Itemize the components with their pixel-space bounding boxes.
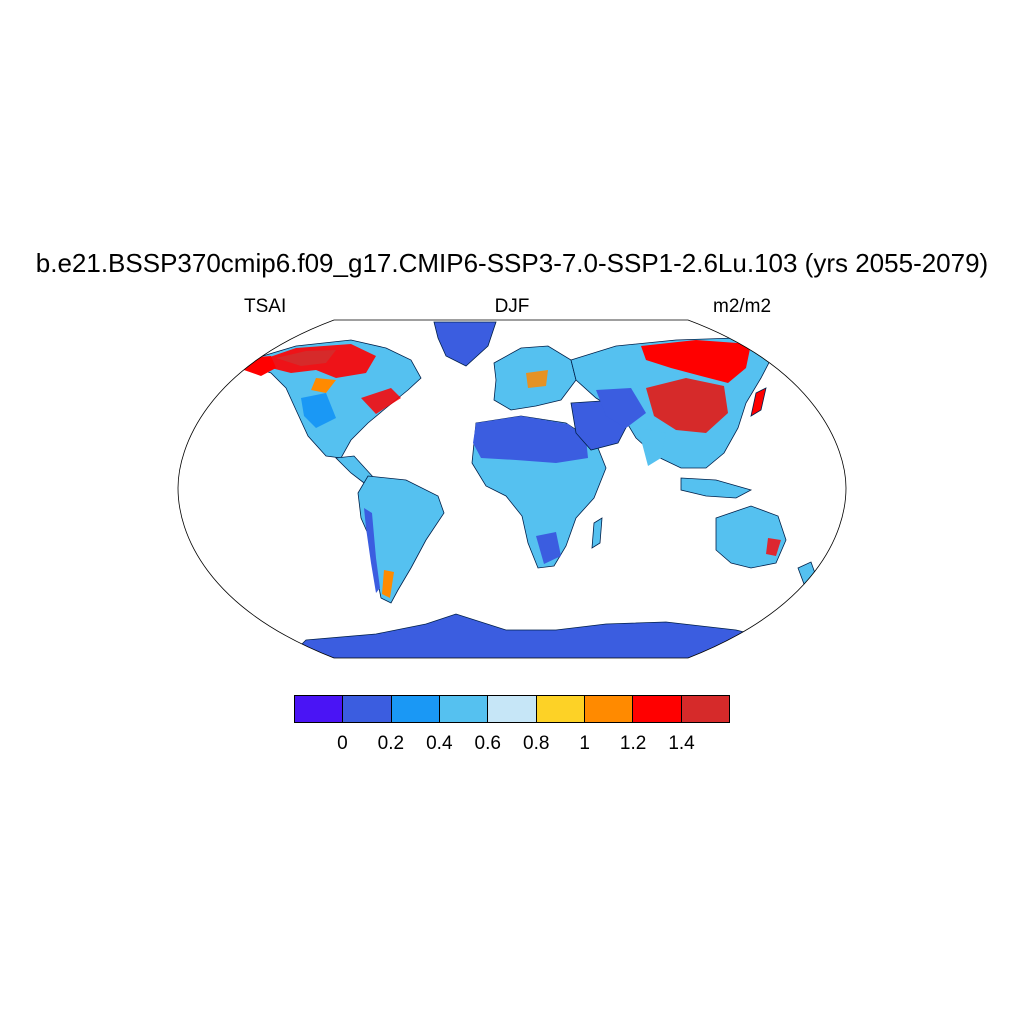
southeast-asia-islands — [680, 477, 753, 499]
colorbar-box — [343, 696, 392, 722]
japan-landmass — [750, 387, 767, 417]
colorbar-box — [681, 696, 729, 722]
australia-east-high — [766, 538, 781, 556]
colorbar-tick-label: 0 — [337, 733, 348, 754]
plot-title: b.e21.BSSP370cmip6.f09_g17.CMIP6-SSP3-7.… — [35, 248, 989, 278]
central-asia-mid — [596, 388, 646, 428]
colorbar-tick-label: 0.4 — [426, 733, 453, 754]
colorbar-tick-label: 1.2 — [619, 733, 647, 754]
siberia-high — [641, 340, 751, 383]
europe-orange-patches — [526, 370, 548, 388]
north-america-east-high — [361, 388, 401, 414]
colorbar-box — [391, 696, 440, 722]
colorbar-box — [536, 696, 585, 722]
south-asia-lightblue — [638, 428, 666, 466]
colorbar-tick-label: 0.6 — [474, 733, 501, 754]
andes-deep-blue — [364, 508, 380, 593]
world-map — [177, 319, 847, 659]
patagonia-high — [382, 570, 394, 598]
variable-label: TSAI — [244, 296, 287, 317]
southern-africa-mid — [536, 532, 561, 564]
colorbar-box — [584, 696, 634, 722]
north-america-orange-band — [311, 378, 336, 393]
colorbar-box — [488, 696, 537, 722]
antarctica-landmass — [285, 613, 797, 658]
east-asia-high — [646, 378, 728, 433]
colorbar-box — [633, 696, 682, 722]
colorbar-tick-label: 0.2 — [377, 733, 405, 754]
colorbar — [294, 695, 730, 723]
colorbar-tick-label: 1 — [579, 733, 590, 754]
sahara-low-band — [473, 416, 588, 463]
south-america-landmass — [357, 475, 445, 604]
north-america-boreal-core — [276, 350, 336, 366]
map-boundary — [177, 319, 847, 659]
colorbar-tick-label: 0.8 — [523, 733, 550, 754]
colorbar-tick-label: 1.4 — [668, 733, 695, 754]
madagascar-landmass — [591, 517, 603, 549]
australia-landmass — [715, 505, 787, 569]
units-label: m2/m2 — [713, 296, 772, 317]
season-label: DJF — [494, 296, 530, 317]
colorbar-box — [295, 696, 344, 722]
colorbar-box — [439, 696, 489, 722]
greenland-landmass — [433, 321, 497, 367]
north-america-west-mid — [301, 393, 336, 428]
